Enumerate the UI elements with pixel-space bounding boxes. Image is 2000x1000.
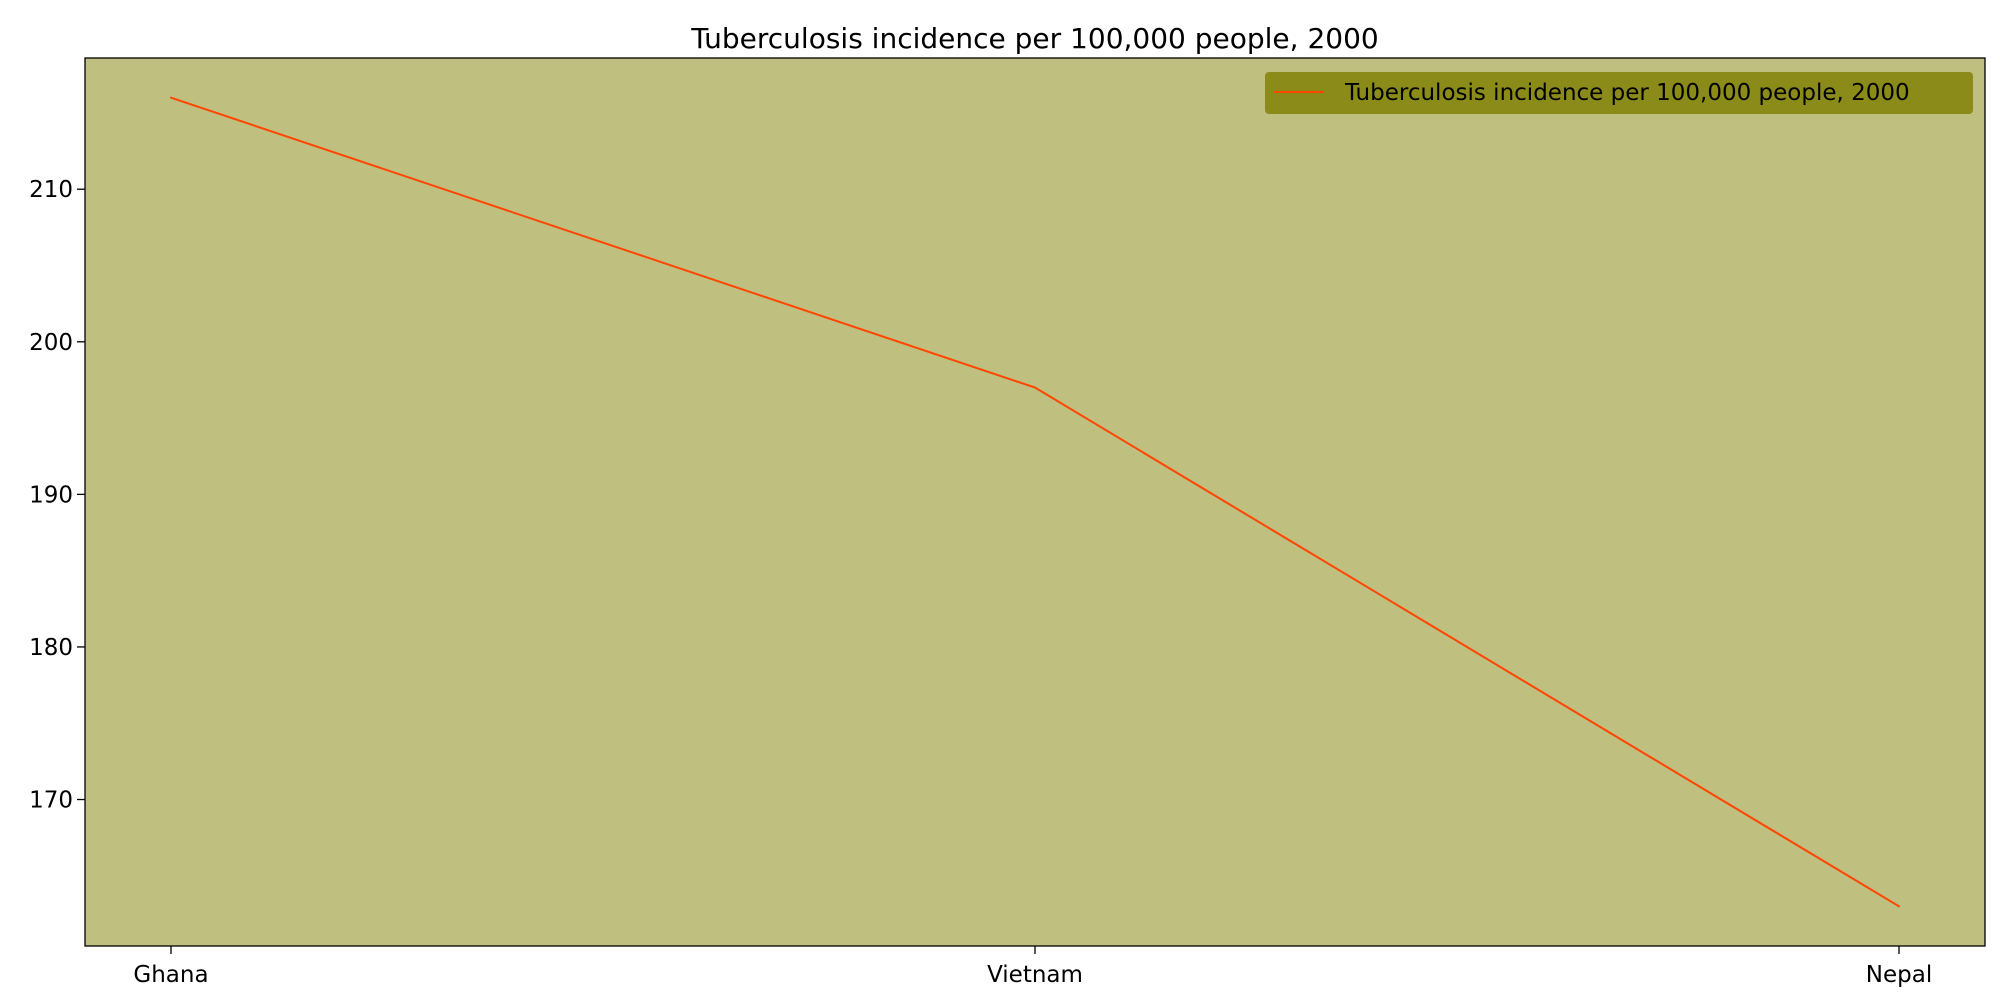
data-point	[170, 96, 172, 99]
y-tick-label: 180	[29, 635, 73, 661]
legend-box	[1265, 72, 1973, 114]
y-axis: 170 180 190 200 210	[29, 177, 85, 814]
data-point	[1034, 386, 1036, 389]
x-axis: Ghana Vietnam Nepal	[133, 946, 1932, 988]
x-tick-label: Ghana	[133, 962, 208, 988]
x-tick-label: Nepal	[1866, 962, 1932, 988]
series-points	[170, 96, 1900, 908]
data-point	[1898, 905, 1900, 908]
y-tick-label: 200	[29, 330, 73, 356]
legend: Tuberculosis incidence per 100,000 peopl…	[1265, 72, 1973, 114]
x-tick-label: Vietnam	[987, 962, 1083, 988]
chart-title: Tuberculosis incidence per 100,000 peopl…	[690, 22, 1378, 55]
y-tick-label: 190	[29, 482, 73, 508]
y-tick-label: 170	[29, 788, 73, 814]
plot-area	[84, 57, 1986, 947]
legend-label: Tuberculosis incidence per 100,000 peopl…	[1344, 80, 1910, 106]
y-tick-label: 210	[29, 177, 73, 203]
